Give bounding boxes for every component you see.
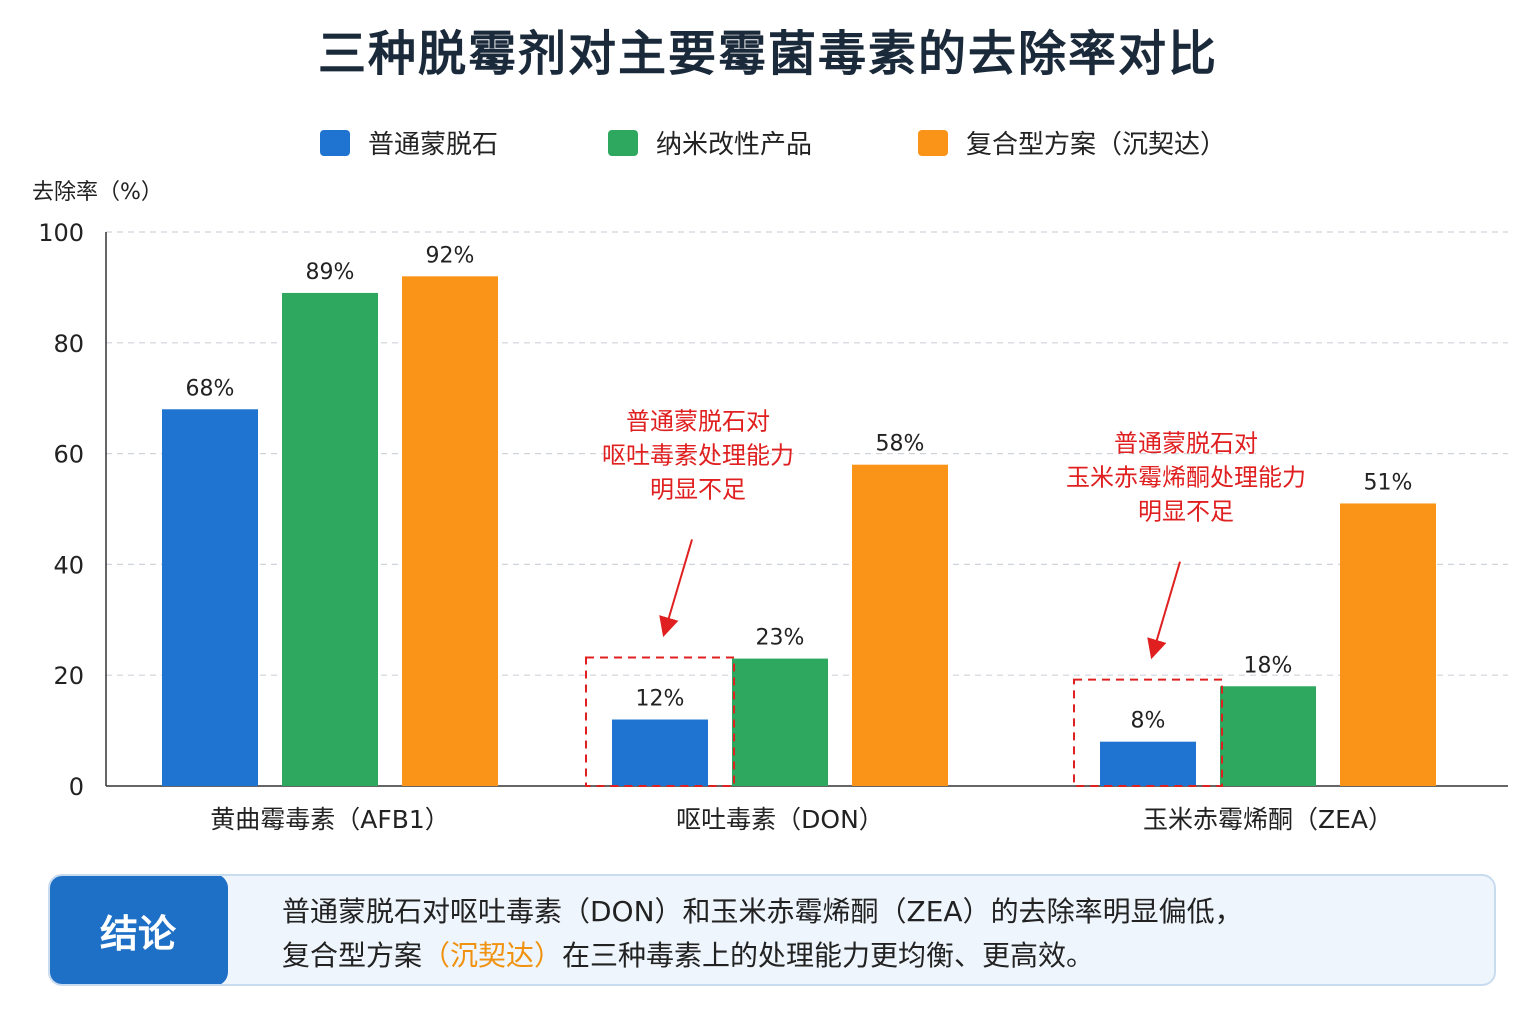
conclusion-line-2-prefix: 复合型方案 xyxy=(282,939,423,972)
y-tick-label: 0 xyxy=(69,773,84,801)
bar-orange xyxy=(1340,503,1436,786)
data-label: 92% xyxy=(426,243,475,268)
bar-orange xyxy=(402,276,498,786)
annotation-text: 明显不足 xyxy=(650,476,746,504)
data-label: 58% xyxy=(876,432,925,457)
y-tick-label: 100 xyxy=(38,219,84,247)
data-label: 8% xyxy=(1131,709,1166,734)
conclusion-badge: 结论 xyxy=(50,876,228,984)
data-label: 51% xyxy=(1364,470,1413,495)
conclusion-highlight: （沉契达） xyxy=(422,939,563,972)
annotation-arrow xyxy=(1147,561,1181,660)
annotation-text: 明显不足 xyxy=(1138,498,1234,526)
legend-item-series-1: 普通蒙脱石 xyxy=(320,124,498,161)
legend-swatch-green xyxy=(608,129,638,156)
bar-orange xyxy=(852,464,948,786)
legend-label: 复合型方案（沉契达） xyxy=(966,130,1227,160)
legend-item-series-3: 复合型方案（沉契达） xyxy=(918,124,1226,161)
highlight-box xyxy=(1073,678,1223,787)
bar-blue xyxy=(162,409,258,786)
conclusion-line-2: 复合型方案（沉契达）在三种毒素上的处理能力更均衡、更高效。 xyxy=(282,934,1243,978)
data-label: 18% xyxy=(1244,653,1293,678)
legend: 普通蒙脱石 纳米改性产品 复合型方案（沉契达） xyxy=(0,124,1536,164)
data-label: 89% xyxy=(306,260,355,285)
annotation-text: 普通蒙脱石对 xyxy=(626,408,770,436)
annotation-text: 玉米赤霉烯酮处理能力 xyxy=(1066,464,1306,492)
conclusion-box: 结论 普通蒙脱石对呕吐毒素（DON）和玉米赤霉烯酮（ZEA）的去除率明显偏低， … xyxy=(48,874,1496,986)
data-label: 12% xyxy=(636,687,685,712)
legend-item-series-2: 纳米改性产品 xyxy=(608,124,812,161)
annotation-text: 呕吐毒素处理能力 xyxy=(602,442,794,470)
bar-blue xyxy=(1100,741,1196,786)
conclusion-line-1: 普通蒙脱石对呕吐毒素（DON）和玉米赤霉烯酮（ZEA）的去除率明显偏低， xyxy=(282,895,1243,928)
y-tick-label: 20 xyxy=(53,662,84,690)
chart-title: 三种脱霉剂对主要霉菌毒素的去除率对比 xyxy=(317,26,1218,82)
bar-green xyxy=(732,658,828,786)
bar-green xyxy=(1220,686,1316,786)
data-label: 68% xyxy=(186,376,235,401)
legend-swatch-blue xyxy=(320,129,350,156)
x-tick-label: 黄曲霉毒素（AFB1） xyxy=(210,805,450,834)
annotation-text: 普通蒙脱石对 xyxy=(1114,430,1258,458)
highlight-box xyxy=(585,656,735,788)
data-label: 23% xyxy=(756,626,805,651)
legend-label: 纳米改性产品 xyxy=(656,130,813,160)
bar-chart: 0 20 40 60 80 100 68% 89% 92% 黄曲霉毒素（AFB1） 12% 23% 58… xyxy=(38,219,1508,834)
bar-green xyxy=(282,292,378,786)
y-axis-label: 去除率（%） xyxy=(32,180,163,205)
x-tick-label: 玉米赤霉烯酮（ZEA） xyxy=(1143,805,1393,834)
y-tick-label: 40 xyxy=(53,551,84,579)
y-tick-label: 80 xyxy=(53,330,84,358)
conclusion-line-2-suffix: 在三种毒素上的处理能力更均衡、更高效。 xyxy=(562,939,1095,972)
legend-swatch-orange xyxy=(918,129,948,156)
legend-label: 普通蒙脱石 xyxy=(368,130,499,160)
x-tick-label: 呕吐毒素（DON） xyxy=(676,805,884,834)
annotation-arrow xyxy=(659,539,693,638)
y-tick-label: 60 xyxy=(53,441,84,469)
bar-blue xyxy=(612,719,708,786)
conclusion-text: 普通蒙脱石对呕吐毒素（DON）和玉米赤霉烯酮（ZEA）的去除率明显偏低， 复合型… xyxy=(282,890,1243,978)
